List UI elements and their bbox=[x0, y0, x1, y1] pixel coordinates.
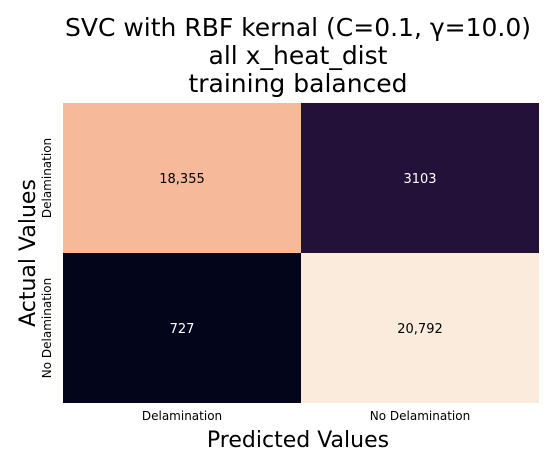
cell-value-label: 727 bbox=[170, 322, 195, 337]
chart-title: SVC with RBF kernal (C=0.1, γ=10.0) all … bbox=[65, 13, 531, 98]
cell-value-label: 20,792 bbox=[397, 322, 443, 337]
y-tick-label: Delamination bbox=[40, 138, 54, 218]
cell-value-label: 18,355 bbox=[159, 172, 205, 187]
y-tick-label: No Delamination bbox=[40, 278, 54, 378]
chart-title-line-3: training balanced bbox=[188, 69, 407, 98]
chart-title-line-1: SVC with RBF kernal (C=0.1, γ=10.0) bbox=[65, 13, 531, 42]
x-axis-label: Predicted Values bbox=[207, 428, 389, 453]
x-tick-label: Delamination bbox=[142, 409, 222, 423]
chart-title-line-2: all x_heat_dist bbox=[209, 41, 388, 70]
heatmap-cells bbox=[63, 103, 539, 403]
x-tick-label: No Delamination bbox=[370, 409, 470, 423]
heatmap-cell-r0-c0 bbox=[63, 103, 301, 253]
heatmap-cell-r1-c0 bbox=[63, 253, 301, 403]
heatmap-cell-r0-c1 bbox=[301, 103, 539, 253]
cell-value-label: 3103 bbox=[403, 172, 436, 187]
heatmap-cell-r1-c1 bbox=[301, 253, 539, 403]
y-axis-label: Actual Values bbox=[16, 179, 41, 327]
x-axis-ticks: Delamination No Delamination bbox=[142, 409, 470, 423]
heatmap-cell-labels: 18,355 3103 727 20,792 bbox=[159, 172, 443, 337]
y-axis-ticks: Delamination No Delamination bbox=[40, 138, 54, 378]
